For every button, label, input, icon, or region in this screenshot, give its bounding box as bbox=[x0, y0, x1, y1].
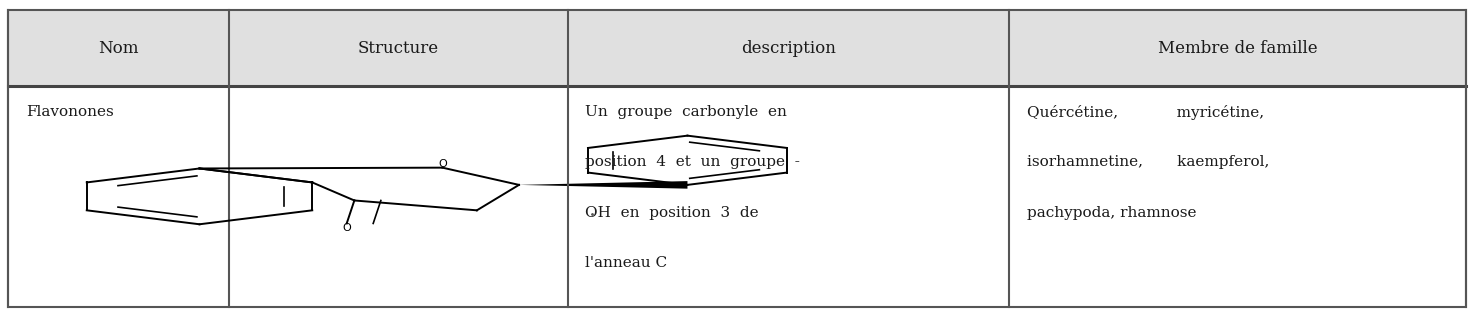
Text: Nom: Nom bbox=[99, 40, 139, 56]
Text: isorhamnetine,       kaempferol,: isorhamnetine, kaempferol, bbox=[1027, 155, 1269, 169]
Text: O: O bbox=[342, 223, 351, 233]
Text: pachypoda, rhamnose: pachypoda, rhamnose bbox=[1027, 206, 1197, 220]
Text: Un  groupe  carbonyle  en: Un groupe carbonyle en bbox=[585, 105, 787, 119]
Text: position  4  et  un  groupe  -: position 4 et un groupe - bbox=[585, 155, 800, 169]
Bar bbox=[7, 10, 1467, 86]
Text: description: description bbox=[741, 40, 836, 56]
Text: Flavonones: Flavonones bbox=[25, 105, 113, 119]
Text: Membre de famille: Membre de famille bbox=[1159, 40, 1318, 56]
Polygon shape bbox=[519, 181, 687, 189]
Text: Quércétine,            myricétine,: Quércétine, myricétine, bbox=[1027, 105, 1265, 120]
Text: l'anneau C: l'anneau C bbox=[585, 256, 668, 270]
Text: O: O bbox=[438, 159, 447, 169]
Text: OH  en  position  3  de: OH en position 3 de bbox=[585, 206, 759, 220]
Text: Structure: Structure bbox=[358, 40, 439, 56]
